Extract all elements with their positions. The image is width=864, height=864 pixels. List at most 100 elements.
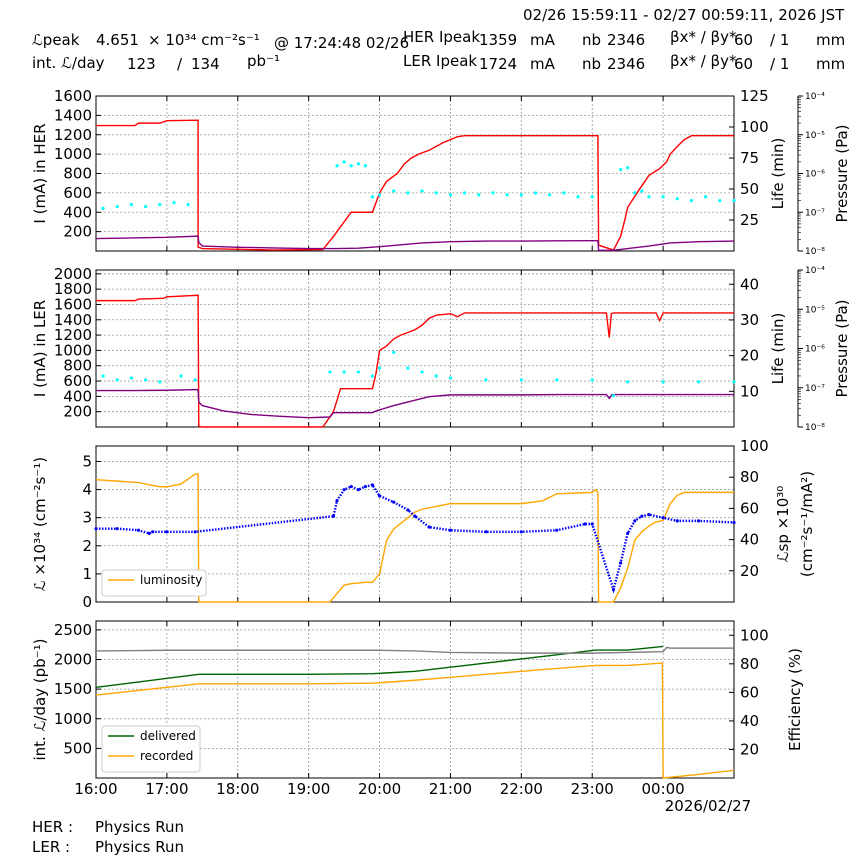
series-pressure-point [356, 370, 360, 374]
legend-box [101, 569, 207, 597]
ytick-label: 2000 [54, 651, 92, 669]
panel-ler [95, 269, 803, 428]
series-pressure-point [179, 374, 183, 378]
ytick-label: 1400 [54, 106, 92, 124]
series-pressure-point [661, 380, 665, 384]
ler-status-value: Physics Run [95, 838, 185, 856]
series-pressure-point [689, 199, 694, 203]
xtick-label: 19:00 [287, 780, 330, 798]
series-pressure-point [420, 370, 424, 374]
series-pressure-point [484, 378, 488, 382]
ler-status-label: LER : [32, 838, 71, 856]
ytick-label: 200 [63, 223, 92, 241]
ler-nb-value: 2346 [607, 55, 646, 73]
series-recorded [95, 662, 735, 779]
ytick-label: 1200 [54, 326, 92, 344]
series-pressure-point [349, 164, 353, 168]
ytick-label: 0 [82, 593, 92, 611]
series-pressure-point [590, 195, 594, 199]
y2tick-label: 10 [740, 382, 759, 400]
series-pressure-point [519, 193, 523, 197]
series-delivered [95, 645, 664, 689]
series-pressure-point [463, 191, 467, 195]
series-pressure-point [718, 199, 722, 203]
ytick-label: 5 [82, 452, 92, 470]
y3tick-label: 10⁻⁴ [805, 92, 825, 102]
series-pressure-point [548, 193, 552, 197]
series-pressure-point [590, 378, 594, 382]
her-beta-x: 60 [734, 31, 754, 49]
ytick-label: 1500 [54, 680, 92, 698]
series-pressure-point [704, 195, 708, 199]
series-specific [96, 483, 735, 594]
y3tick-label: 10⁻⁶ [805, 345, 825, 355]
y3tick-label: 10⁻⁸ [805, 247, 825, 257]
y3tick-label: 10⁻⁷ [805, 208, 825, 218]
ytick-label: 600 [63, 372, 92, 390]
series-pressure-point [626, 380, 630, 384]
y2tick-label: 50 [740, 180, 759, 198]
series-pressure-point [633, 191, 637, 195]
her-status-value: Physics Run [95, 818, 185, 836]
panel-int [95, 620, 735, 779]
series-pressure-point [406, 191, 410, 195]
series-pressure-point [434, 191, 438, 195]
int-lum-unit: pb⁻¹ [247, 52, 280, 70]
ler-beta-x: 60 [734, 55, 754, 73]
series-pressure-point [392, 189, 396, 193]
plot-frame [95, 269, 735, 428]
ytick-label: 1000 [54, 341, 92, 359]
y2tick-label: 80 [740, 468, 759, 486]
series-pressure-point [533, 191, 538, 195]
series-pressure-point [519, 378, 523, 382]
series-pressure-point [129, 202, 134, 207]
lpeak-value: 4.651 [96, 31, 139, 49]
y2tick-label: 40 [740, 712, 759, 730]
ylabel: int. ℒ/day (pb⁻¹) [31, 639, 49, 761]
her-beta-y: / 1 [770, 31, 790, 49]
legend-box [101, 725, 201, 773]
series-pressure-point [647, 195, 651, 199]
y2label-unit: (cm⁻²s⁻¹/mA²) [798, 471, 816, 577]
ylabel: ℒ ×10³⁴ (cm⁻²s⁻¹) [31, 457, 49, 591]
series-pressure-point [115, 378, 119, 382]
series-pressure-point [356, 162, 360, 166]
lpeak-time: @ 17:24:48 02/26 [274, 34, 410, 52]
series-pressure-point [491, 191, 495, 195]
y3tick-label: 10⁻⁷ [805, 384, 825, 394]
ler-ipeak-label: LER Ipeak [403, 52, 478, 70]
series-pressure-point [562, 191, 566, 195]
y2tick-label: 75 [740, 149, 759, 167]
y3label: Pressure (Pa) [833, 124, 851, 222]
y3tick-label: 10⁻⁵ [805, 305, 825, 315]
ler-ipeak-value: 1724 [479, 55, 518, 73]
x-date-label: 2026/02/27 [665, 797, 751, 815]
series-pressure-point [732, 199, 736, 203]
series-current [96, 294, 734, 428]
series-pressure-point [675, 197, 679, 201]
int-lum-label: int. ℒ/day [32, 54, 105, 72]
ylabel: I (mA) in LER [31, 300, 49, 397]
y2label: ℒsp ×10³⁰ [774, 486, 792, 563]
series-pressure-point [370, 195, 375, 199]
series-specific-point [732, 520, 736, 525]
series-pressure-point [618, 168, 623, 172]
int-lum-sep: / [177, 55, 183, 73]
ytick-label: 1400 [54, 311, 92, 329]
xtick-label: 20:00 [358, 780, 401, 798]
ytick-label: 600 [63, 184, 92, 202]
series-pressure-point [115, 204, 119, 209]
ler-beta-y: / 1 [770, 55, 790, 73]
ler-nb-label: nb [582, 55, 602, 73]
series-pressure-point [144, 378, 148, 382]
y3tick-label: 10⁻⁵ [805, 131, 825, 141]
ytick-label: 2 [82, 537, 92, 555]
series-pressure-point [158, 202, 162, 207]
xtick-label: 17:00 [145, 780, 188, 798]
y2tick-label: 40 [740, 275, 759, 293]
series-life [96, 388, 734, 419]
xtick-label: 18:00 [216, 780, 259, 798]
ylabel: I (mA) in HER [31, 123, 49, 223]
xtick-label: 22:00 [500, 780, 543, 798]
